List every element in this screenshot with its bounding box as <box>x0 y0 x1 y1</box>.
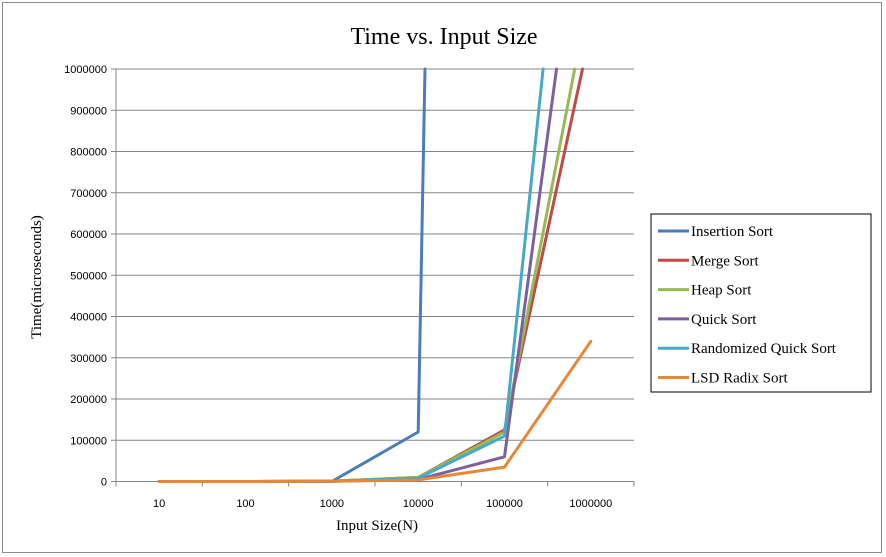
legend-label-insertion-sort: Insertion Sort <box>691 224 774 240</box>
y-axis-label: Time(microseconds) <box>29 215 45 339</box>
y-tick-label: 200000 <box>70 394 107 406</box>
gridlines <box>111 68 635 487</box>
x-tick-label: 1000000 <box>569 498 612 510</box>
series-lines <box>157 67 593 483</box>
line-chart: Time vs. Input Size 0 100000 200000 300000 4… <box>29 24 872 534</box>
legend: Insertion Sort Merge Sort Heap Sort Quick S… <box>650 213 872 393</box>
legend-label-merge-sort: Merge Sort <box>691 253 759 269</box>
x-axis-label: Input Size(N) <box>336 518 418 534</box>
x-tick-label: 100 <box>236 498 254 510</box>
y-tick-label: 1000000 <box>64 64 107 76</box>
chart-title: Time vs. Input Size <box>350 24 537 50</box>
x-tick-label: 100000 <box>486 498 523 510</box>
x-tick-label: 10 <box>153 498 165 510</box>
y-tick-label: 500000 <box>70 270 107 282</box>
legend-label-quick-sort: Quick Sort <box>691 312 757 328</box>
y-tick-label: 700000 <box>70 188 107 200</box>
series-line-lsd-radix-sort <box>157 339 593 483</box>
y-tick-label: 400000 <box>70 312 107 324</box>
legend-box <box>650 213 872 393</box>
x-tick-labels: 10 100 1000 10000 100000 1000000 <box>153 498 612 510</box>
y-tick-label: 100000 <box>70 435 107 447</box>
x-tick-label: 10000 <box>403 498 434 510</box>
x-tick-label: 1000 <box>320 498 344 510</box>
legend-label-lsd-radix-sort: LSD Radix Sort <box>691 371 789 387</box>
y-tick-label: 0 <box>101 477 107 489</box>
y-tick-labels: 0 100000 200000 300000 400000 500000 600000 700… <box>64 64 107 489</box>
y-tick-label: 900000 <box>70 105 107 117</box>
y-tick-label: 600000 <box>70 229 107 241</box>
y-tick-label: 300000 <box>70 353 107 365</box>
legend-label-randomized-quick-sort: Randomized Quick Sort <box>691 341 837 357</box>
legend-label-heap-sort: Heap Sort <box>691 283 752 299</box>
y-tick-label: 800000 <box>70 147 107 159</box>
